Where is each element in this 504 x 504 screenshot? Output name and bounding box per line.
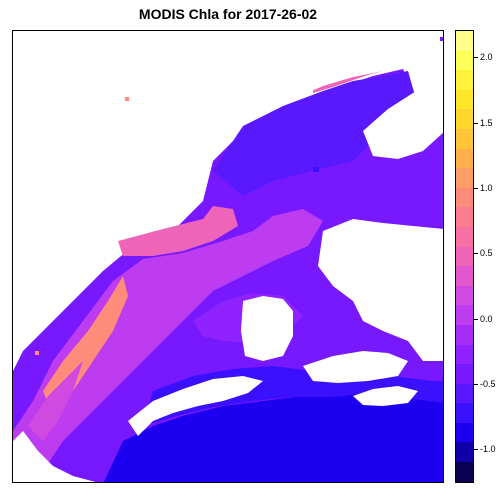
legend-tick: 0.0 — [474, 313, 504, 325]
map-nodata-southeast — [353, 386, 418, 406]
color-legend-bin — [456, 324, 473, 345]
map-nodata-south — [128, 376, 263, 436]
map-region-coast-fringe — [28, 361, 83, 441]
legend-tick: -0.5 — [474, 378, 504, 390]
map-nodata-center — [241, 296, 293, 361]
map-speck — [203, 436, 207, 440]
legend-tick-mark — [474, 122, 478, 124]
color-legend-bin — [456, 207, 473, 227]
map-nodata-east-cloud — [318, 219, 443, 361]
legend-tick-mark — [474, 57, 478, 59]
color-legend-bin — [456, 109, 473, 129]
color-legend-bin — [456, 266, 473, 286]
map-region-magenta — [13, 209, 323, 482]
color-legend-bin — [456, 226, 473, 247]
color-legend-bin — [456, 442, 473, 463]
map-nodata-southwest — [13, 431, 96, 482]
color-legend-bin — [456, 383, 473, 404]
chlorophyll-map — [12, 30, 444, 483]
legend-tick-mark — [474, 253, 478, 255]
map-region-south-blue — [103, 391, 443, 482]
map-speck — [35, 351, 39, 355]
color-legend-bin — [456, 31, 473, 51]
color-legend-bin — [456, 50, 473, 71]
map-nodata-north — [13, 31, 443, 356]
legend-tick: 1.0 — [474, 182, 504, 194]
map-speck — [440, 37, 443, 41]
color-legend-bin — [456, 187, 473, 208]
legend-tick: 2.0 — [474, 51, 504, 63]
color-legend-bin — [456, 70, 473, 90]
color-legend-bin — [456, 403, 473, 423]
map-region-pink-band — [118, 206, 238, 256]
map-nodata-northeast — [363, 86, 443, 159]
map-speck — [125, 97, 129, 101]
map-region-north — [213, 71, 418, 196]
legend-tick: 0.5 — [474, 247, 504, 259]
color-legend-bin — [456, 168, 473, 188]
legend-tick-label: 1.5 — [480, 117, 493, 128]
color-legend-bin — [456, 305, 473, 325]
color-legend-bin — [456, 462, 473, 482]
map-title: MODIS Chla for 2017-26-02 — [138, 6, 318, 22]
legend-tick-label: -0.5 — [480, 378, 496, 389]
color-legend-bin — [456, 89, 473, 110]
map-nodata-south-gap — [303, 351, 408, 383]
color-legend-bin — [456, 148, 473, 169]
color-legend-bin — [456, 128, 473, 149]
legend-tick-mark — [474, 318, 478, 320]
legend-tick-label: 0.5 — [480, 248, 493, 259]
map-speck — [313, 167, 319, 172]
legend-tick: 1.5 — [474, 117, 504, 129]
color-legend-bin — [456, 422, 473, 443]
color-legend-bin — [456, 344, 473, 365]
legend-tick-mark — [474, 449, 478, 451]
legend-tick-label: 1.0 — [480, 182, 493, 193]
color-legend-bin — [456, 364, 473, 384]
legend-tick-label: -1.0 — [480, 444, 496, 455]
legend-tick-label: 0.0 — [480, 313, 493, 324]
legend-tick: -1.0 — [474, 443, 504, 455]
color-legend-bin — [456, 285, 473, 306]
color-legend-bin — [456, 246, 473, 267]
color-legend-bar — [455, 30, 474, 483]
legend-tick-label: 2.0 — [480, 52, 493, 63]
color-legend-ticks: 2.0 1.5 1.0 0.5 0.0 -0.5 -1.0 — [474, 30, 504, 483]
legend-tick-mark — [474, 187, 478, 189]
chlorophyll-raster — [13, 31, 443, 482]
legend-tick-mark — [474, 383, 478, 385]
